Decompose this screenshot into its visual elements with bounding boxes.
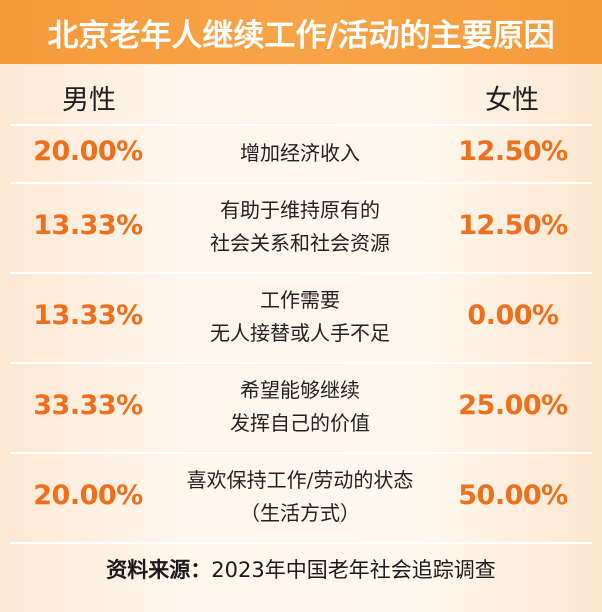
- reason-label: 希望能够继续 发挥自己的价值: [150, 374, 450, 440]
- table-row: 33.33% 希望能够继续 发挥自己的价值 25.00%: [0, 362, 602, 452]
- table-row: 20.00% 喜欢保持工作/劳动的状态 （生活方式） 50.00%: [0, 452, 602, 542]
- male-percent: 13.33%: [33, 210, 143, 241]
- row-divider: [10, 182, 592, 184]
- reason-label: 工作需要无人接替或人手不足: [150, 284, 450, 350]
- reason-label: 有助于维持原有的 社会关系和社会资源: [150, 194, 450, 260]
- male-percent: 20.00%: [33, 136, 143, 167]
- source-text: 2023年中国老年社会追踪调查: [211, 558, 496, 582]
- reason-line: 希望能够继续: [240, 378, 360, 402]
- female-percent: 25.00%: [458, 390, 568, 421]
- table-row: 20.00% 增加经济收入 12.50%: [0, 124, 602, 182]
- table-row: 13.33% 有助于维持原有的 社会关系和社会资源 12.50%: [0, 182, 602, 272]
- female-percent: 12.50%: [458, 136, 568, 167]
- reason-line: 发挥自己的价值: [230, 411, 370, 435]
- reason-line: 有助于维持原有的: [220, 198, 380, 222]
- row-divider: [10, 452, 592, 454]
- female-column-header: 女性: [485, 85, 539, 116]
- female-percent: 50.00%: [458, 480, 568, 511]
- female-percent: 12.50%: [458, 210, 568, 241]
- male-percent: 20.00%: [33, 480, 143, 511]
- source-label: 资料来源：: [106, 558, 212, 582]
- row-divider: [10, 124, 592, 126]
- reason-label: 增加经济收入: [150, 137, 450, 170]
- table-row: 13.33% 工作需要 无人接替或人手不足 0.00%: [0, 272, 602, 362]
- row-divider: [10, 362, 592, 364]
- male-column-header: 男性: [62, 85, 116, 116]
- reason-line: 工作需要: [260, 288, 340, 312]
- source-note: 资料来源：2023年中国老年社会追踪调查: [0, 554, 602, 584]
- reason-line: 增加经济收入: [240, 140, 360, 165]
- row-divider: [10, 272, 592, 274]
- male-percent: 33.33%: [33, 390, 143, 421]
- chart-title: 北京老年人继续工作/活动的主要原因: [0, 0, 602, 64]
- male-percent: 13.33%: [33, 300, 143, 331]
- reason-line: 喜欢保持工作/劳动的状态: [186, 468, 414, 492]
- row-divider: [10, 542, 592, 544]
- reason-label: 喜欢保持工作/劳动的状态 （生活方式）: [150, 464, 450, 530]
- reason-line: 无人接替或人手不足: [210, 321, 390, 345]
- reason-line: （生活方式）: [240, 501, 360, 525]
- reason-line: 社会关系和社会资源: [210, 231, 390, 255]
- female-percent: 0.00%: [467, 300, 559, 331]
